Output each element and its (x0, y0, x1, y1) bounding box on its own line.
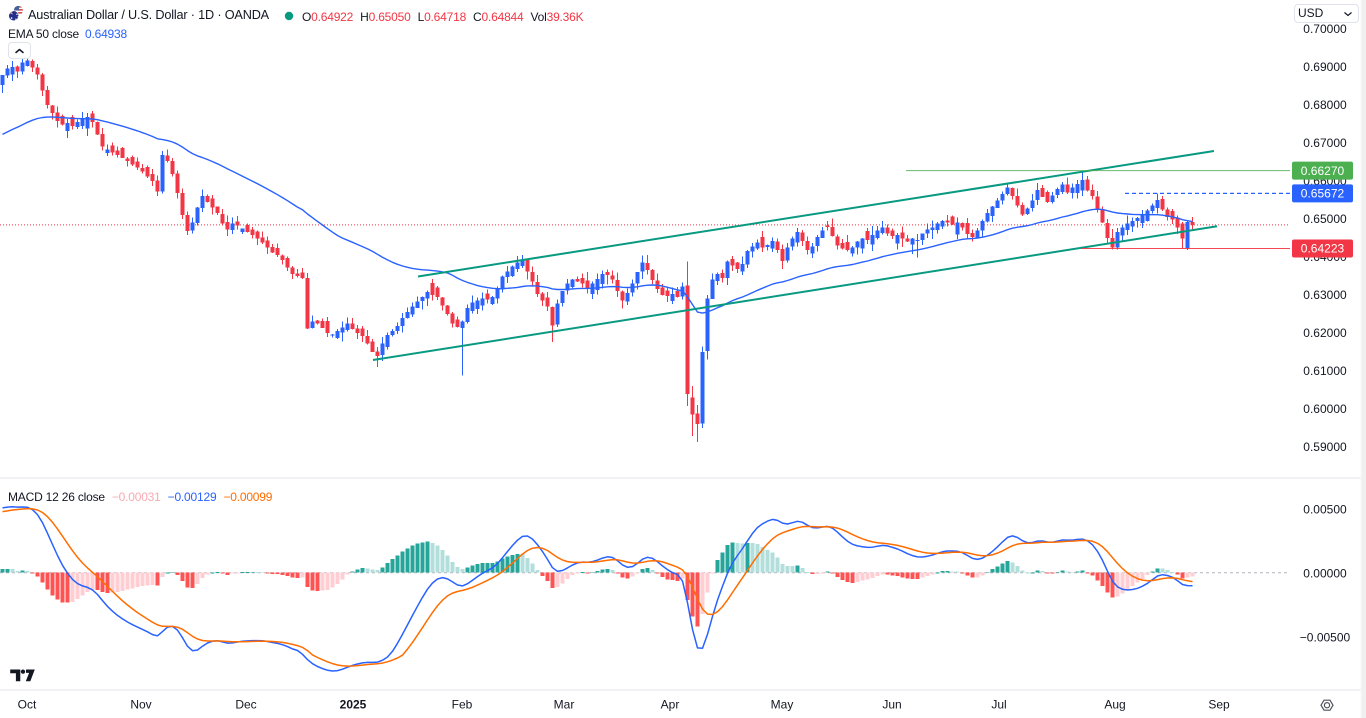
svg-text:Nov: Nov (130, 698, 151, 712)
svg-text:Apr: Apr (661, 698, 680, 712)
svg-text:0.65672: 0.65672 (1301, 187, 1345, 201)
svg-text:Jun: Jun (882, 698, 901, 712)
svg-text:0.64223: 0.64223 (1301, 242, 1345, 256)
svg-text:Feb: Feb (452, 698, 473, 712)
svg-text:0.61000: 0.61000 (1303, 364, 1347, 378)
svg-text:0.63000: 0.63000 (1303, 288, 1347, 302)
svg-text:0.00000: 0.00000 (1303, 566, 1347, 580)
svg-text:0.67000: 0.67000 (1303, 136, 1347, 150)
svg-text:−0.00500: −0.00500 (1300, 630, 1351, 644)
svg-text:May: May (771, 698, 794, 712)
svg-text:0.70000: 0.70000 (1303, 22, 1347, 36)
svg-text:0.59000: 0.59000 (1303, 440, 1347, 454)
svg-text:0.69000: 0.69000 (1303, 60, 1347, 74)
svg-text:0.66270: 0.66270 (1301, 164, 1345, 178)
svg-text:0.65000: 0.65000 (1303, 212, 1347, 226)
svg-text:0.60000: 0.60000 (1303, 402, 1347, 416)
svg-text:0.62000: 0.62000 (1303, 326, 1347, 340)
svg-text:Sep: Sep (1208, 698, 1230, 712)
svg-text:Jul: Jul (991, 698, 1006, 712)
svg-text:2025: 2025 (340, 698, 367, 712)
svg-text:Oct: Oct (18, 698, 37, 712)
svg-text:Aug: Aug (1104, 698, 1125, 712)
svg-text:0.68000: 0.68000 (1303, 98, 1347, 112)
svg-text:0.00500: 0.00500 (1303, 502, 1347, 516)
svg-text:Mar: Mar (554, 698, 575, 712)
svg-text:Dec: Dec (235, 698, 256, 712)
